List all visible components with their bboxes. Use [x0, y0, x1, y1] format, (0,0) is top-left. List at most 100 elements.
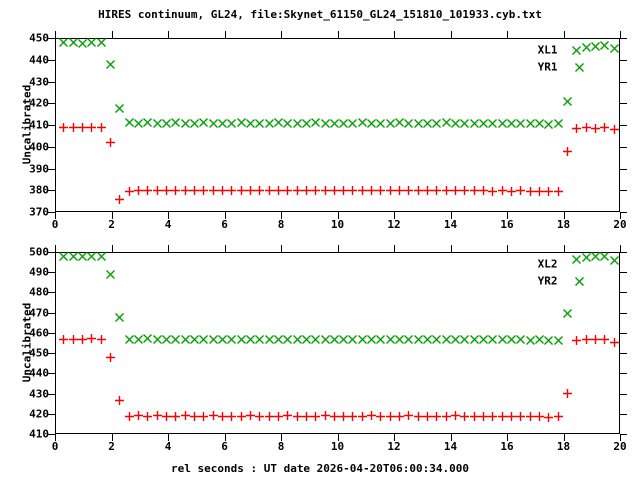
y-tick	[48, 353, 55, 354]
y-tick-label: 410	[29, 428, 49, 441]
y-tick	[48, 414, 55, 415]
y-tick-right	[620, 212, 627, 213]
x-tick-label: 0	[52, 440, 59, 453]
y-tick-label: 370	[29, 206, 49, 219]
x-tick-top	[620, 31, 621, 38]
x-tick-label: 14	[444, 440, 457, 453]
y-tick	[48, 292, 55, 293]
x-tick-label: 12	[387, 218, 400, 231]
y-tick-right	[620, 272, 627, 273]
y-tick-right	[620, 353, 627, 354]
x-tick-label: 18	[557, 218, 570, 231]
y-tick-right	[620, 38, 627, 39]
bottom-panel-ylabel: Uncalibrated	[21, 293, 34, 393]
x-tick-label: 4	[165, 218, 172, 231]
y-tick-right	[620, 60, 627, 61]
bottom-panel: 4104204304404504604704804905000246810121…	[55, 252, 620, 434]
x-tick-label: 20	[613, 440, 626, 453]
y-tick	[48, 38, 55, 39]
x-tick-top	[451, 31, 452, 38]
y-tick-right	[620, 313, 627, 314]
y-tick	[48, 190, 55, 191]
legend-label-xl2: XL2	[538, 258, 558, 271]
x-tick-top	[168, 245, 169, 252]
y-tick	[48, 394, 55, 395]
x-tick-top	[338, 245, 339, 252]
x-tick-label: 18	[557, 440, 570, 453]
x-tick-label: 12	[387, 440, 400, 453]
x-tick-top	[225, 245, 226, 252]
y-tick-right	[620, 252, 627, 253]
y-tick	[48, 103, 55, 104]
x-tick-top	[225, 31, 226, 38]
x-tick-top	[55, 31, 56, 38]
top-panel: 3703803904004104204304404500246810121416…	[55, 38, 620, 212]
x-tick-label: 8	[278, 218, 285, 231]
y-tick-label: 380	[29, 184, 49, 197]
y-tick-label: 500	[29, 246, 49, 259]
x-tick-label: 8	[278, 440, 285, 453]
legend-label-xl1: XL1	[538, 44, 558, 57]
x-tick-label: 6	[221, 218, 228, 231]
y-tick-right	[620, 434, 627, 435]
x-tick-top	[168, 31, 169, 38]
x-tick-top	[394, 31, 395, 38]
y-tick	[48, 434, 55, 435]
top-panel-ylabel: Uncalibrated	[21, 75, 34, 175]
y-tick	[48, 82, 55, 83]
x-tick-top	[507, 245, 508, 252]
y-tick-right	[620, 292, 627, 293]
x-tick-top	[451, 245, 452, 252]
x-tick-top	[507, 31, 508, 38]
x-tick-label: 6	[221, 440, 228, 453]
y-tick	[48, 212, 55, 213]
x-tick-label: 14	[444, 218, 457, 231]
x-tick-top	[620, 245, 621, 252]
x-tick-label: 0	[52, 218, 59, 231]
y-tick-right	[620, 125, 627, 126]
y-tick	[48, 313, 55, 314]
xaxis-label: rel seconds : UT date 2026-04-20T06:00:3…	[0, 462, 640, 475]
legend-label-yr1: YR1	[538, 61, 558, 74]
x-tick-label: 2	[108, 218, 115, 231]
x-tick-top	[338, 31, 339, 38]
y-tick	[48, 147, 55, 148]
x-tick-top	[112, 31, 113, 38]
y-tick-right	[620, 333, 627, 334]
top-panel-frame	[55, 38, 620, 212]
x-tick-label: 10	[331, 440, 344, 453]
y-tick-right	[620, 373, 627, 374]
y-tick-label: 420	[29, 407, 49, 420]
y-tick-label: 490	[29, 266, 49, 279]
y-tick	[48, 252, 55, 253]
x-tick-top	[281, 31, 282, 38]
x-tick-label: 20	[613, 218, 626, 231]
bottom-panel-frame	[55, 252, 620, 434]
y-tick	[48, 272, 55, 273]
y-tick-right	[620, 394, 627, 395]
y-tick-label: 440	[29, 53, 49, 66]
x-tick-top	[281, 245, 282, 252]
y-tick	[48, 169, 55, 170]
x-tick-label: 4	[165, 440, 172, 453]
y-tick	[48, 373, 55, 374]
plot-canvas: HIRES continuum, GL24, file:Skynet_61150…	[0, 0, 640, 480]
x-tick-top	[564, 245, 565, 252]
y-tick-right	[620, 190, 627, 191]
x-tick-top	[55, 245, 56, 252]
x-tick-top	[112, 245, 113, 252]
y-tick-right	[620, 147, 627, 148]
y-tick	[48, 60, 55, 61]
y-tick-right	[620, 169, 627, 170]
x-tick-top	[564, 31, 565, 38]
legend-label-yr2: YR2	[538, 275, 558, 288]
y-tick-right	[620, 414, 627, 415]
y-tick-right	[620, 82, 627, 83]
x-tick-label: 16	[500, 440, 513, 453]
y-tick	[48, 333, 55, 334]
y-tick-right	[620, 103, 627, 104]
x-tick-top	[394, 245, 395, 252]
y-tick	[48, 125, 55, 126]
x-tick-label: 16	[500, 218, 513, 231]
page-title: HIRES continuum, GL24, file:Skynet_61150…	[0, 8, 640, 21]
